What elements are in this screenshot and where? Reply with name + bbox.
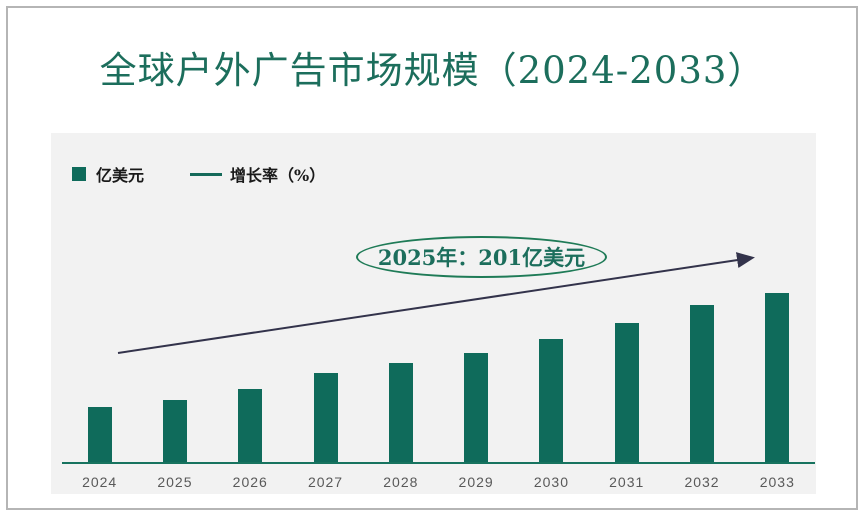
legend-bar-label: 亿美元 — [96, 166, 145, 185]
x-axis-label: 2032 — [684, 474, 720, 490]
bar-series-swatch-icon — [72, 167, 86, 181]
annotation-text: 2025年：201亿美元 — [377, 245, 586, 270]
x-axis-label: 2027 — [307, 474, 344, 490]
bar-slot — [438, 353, 513, 464]
bar-slot — [213, 389, 288, 464]
plot-panel: 亿美元 增长率（%） 2025年：201亿美元 2024 2025 2026 2027… — [51, 133, 816, 494]
growth-trend-arrow — [117, 252, 755, 354]
x-axis-label: 2024 — [82, 474, 118, 490]
bar-slot — [664, 305, 739, 464]
x-axis-label: 2030 — [533, 474, 569, 490]
bar-slot — [62, 407, 137, 464]
bar-2024 — [87, 407, 112, 464]
legend-item-bar-series: 亿美元 — [72, 162, 144, 186]
annotation-ellipse: 2025年：201亿美元 — [356, 236, 607, 278]
bar-slot — [589, 323, 664, 464]
bar-2029 — [464, 353, 489, 464]
x-axis-line — [62, 462, 815, 464]
line-series-swatch-icon — [190, 172, 223, 176]
chart-title: 全球户外广告市场规模（2024-2033） — [99, 49, 766, 92]
bar-2028 — [388, 363, 413, 464]
bar-slot — [363, 363, 438, 464]
bar-2025 — [162, 400, 187, 464]
x-axis-labels: 2024 2025 2026 2027 2028 2029 2030 2031 2032 2033 — [62, 474, 815, 490]
x-axis-label: 2033 — [759, 474, 795, 490]
bar-2030 — [539, 339, 564, 464]
bar-2032 — [690, 305, 715, 464]
x-axis-label: 2029 — [458, 474, 494, 490]
bar-slot — [740, 293, 815, 464]
bar-2026 — [238, 389, 263, 464]
legend-line-label: 增长率（%） — [230, 166, 326, 185]
legend: 亿美元 增长率（%） — [72, 162, 325, 186]
x-axis-label: 2025 — [157, 474, 193, 490]
bar-slot — [288, 373, 363, 464]
x-axis-label: 2026 — [232, 474, 268, 490]
bars-area — [62, 293, 815, 464]
bar-2027 — [313, 373, 338, 464]
legend-item-line-series: 增长率（%） — [190, 162, 325, 186]
bar-2033 — [765, 293, 790, 464]
bar-slot — [514, 339, 589, 464]
bar-2031 — [614, 323, 639, 464]
x-axis-label: 2031 — [609, 474, 645, 490]
bar-slot — [137, 400, 212, 464]
x-axis-label: 2028 — [383, 474, 419, 490]
